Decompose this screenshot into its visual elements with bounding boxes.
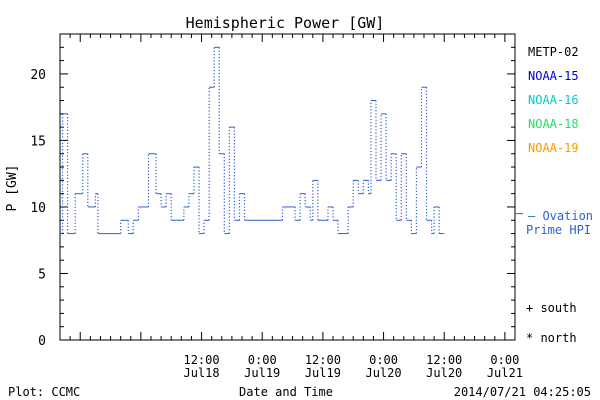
satellite-legend-entry: NOAA-16 [528, 93, 579, 107]
x-tick-label-time: 12:00 [426, 353, 462, 367]
y-axis-label: P [GW] [5, 165, 20, 212]
ovation-legend-line2: Prime HPI [526, 223, 591, 237]
x-tick-label-date: Jul19 [244, 366, 280, 380]
plot-frame [59, 33, 516, 341]
y-tick-label: 15 [30, 134, 46, 149]
y-axis: 0 5 10 15 20 [30, 33, 515, 349]
x-tick-label-time: 12:00 [305, 353, 341, 367]
y-tick-label: 20 [30, 68, 46, 83]
satellite-legend-entry: METP-02 [528, 45, 579, 59]
x-tick-label-date: Jul20 [426, 366, 462, 380]
x-tick-label-time: 0:00 [490, 353, 519, 367]
hemisphere-marker-legend: + south * north [526, 301, 577, 345]
x-tick-label-date: Jul20 [365, 366, 401, 380]
chart-title: Hemispheric Power [GW] [186, 14, 385, 32]
satellite-legend-entry: NOAA-15 [528, 69, 579, 83]
marker-legend-entry: + south [526, 301, 577, 315]
y-tick-label: 0 [38, 334, 46, 349]
x-tick-label-date: Jul21 [487, 366, 523, 380]
x-tick-label-time: 12:00 [183, 353, 219, 367]
marker-legend-entry: * north [526, 331, 577, 345]
data-series [60, 46, 523, 235]
satellite-legend-entry: NOAA-19 [528, 141, 579, 155]
satellite-legend-entry: NOAA-18 [528, 117, 579, 131]
x-tick-label-date: Jul19 [305, 366, 341, 380]
y-tick-label: 5 [38, 267, 46, 282]
x-tick-label-date: Jul18 [183, 366, 219, 380]
ovation-legend-line1: — Ovation [528, 209, 593, 223]
satellite-legend: METP-02 NOAA-15 NOAA-16 NOAA-18 NOAA-19 [528, 45, 579, 155]
x-tick-label-time: 0:00 [248, 353, 277, 367]
footer-plot-credit: Plot: CCMC [8, 385, 80, 399]
y-tick-label: 10 [30, 201, 46, 216]
plot-border [59, 33, 516, 341]
footer-timestamp: 2014/07/21 04:25:05 [454, 385, 591, 399]
x-axis: 12:00Jul180:00Jul1912:00Jul190:00Jul2012… [59, 34, 523, 380]
x-tick-label-time: 0:00 [369, 353, 398, 367]
x-axis-label: Date and Time [239, 385, 333, 399]
